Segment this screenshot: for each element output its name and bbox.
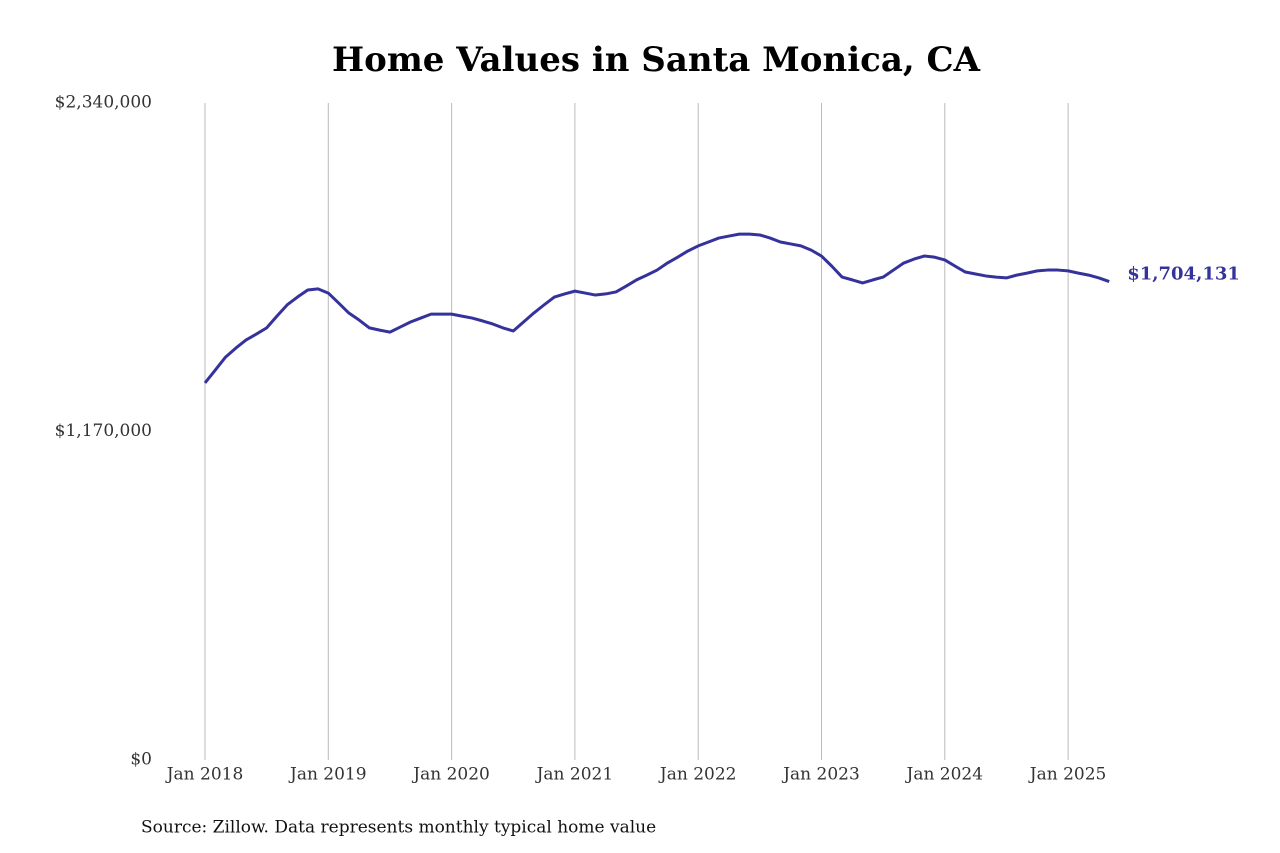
x-tick-label: Jan 2025 [1028,765,1107,785]
y-tick-label: $0 [130,750,152,770]
x-tick-label: Jan 2019 [288,765,367,785]
x-tick-label: Jan 2018 [165,765,244,785]
x-tick-label: Jan 2024 [905,765,984,785]
x-tick-label: Jan 2023 [781,765,860,785]
x-tick-label: Jan 2021 [535,765,614,785]
chart-title: Home Values in Santa Monica, CA [332,40,981,80]
y-tick-label: $2,340,000 [55,93,152,113]
x-tick-label: Jan 2022 [658,765,737,785]
x-tick-label: Jan 2020 [411,765,490,785]
source-note: Source: Zillow. Data represents monthly … [141,818,656,838]
line [203,232,1110,384]
value-label: $1,704,131 [1127,264,1240,285]
y-tick-label: $1,170,000 [55,421,152,441]
